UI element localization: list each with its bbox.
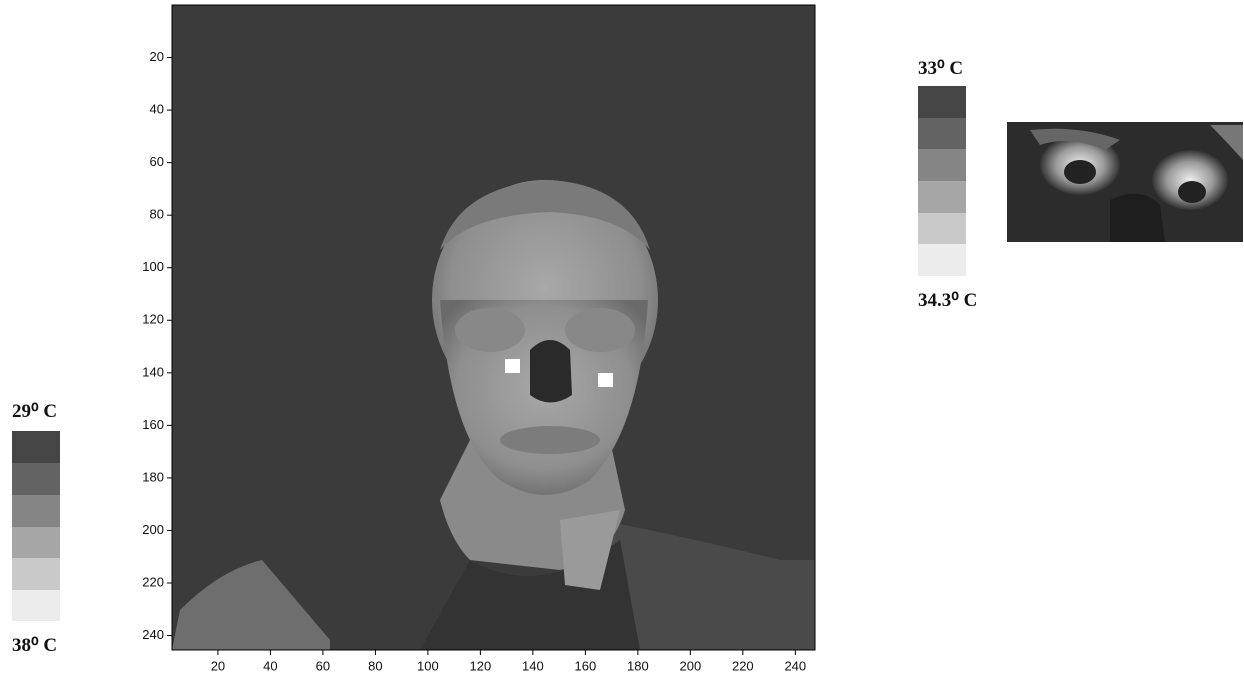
x-tick-label: 60 [316,658,330,673]
x-tick-label: 100 [417,658,439,673]
y-tick-label: 100 [142,259,164,274]
y-tick-label: 180 [142,469,164,484]
x-tick-label: 180 [627,658,649,673]
x-tick-label: 20 [211,658,225,673]
eye-region-image [1007,122,1243,242]
x-tick-label: 40 [263,658,277,673]
scale-bottom-label: 38⁰ C [12,635,57,656]
x-tick-label: 220 [732,658,754,673]
y-tick-label: 80 [150,207,164,222]
x-tick-label: 120 [470,658,492,673]
scale-top-label: 29⁰ C [12,401,57,422]
y-tick-label: 140 [142,364,164,379]
y-tick-label: 40 [150,102,164,117]
y-tick-label: 240 [142,627,164,642]
thermal-image [172,5,815,650]
y-tick-label: 200 [142,522,164,537]
x-tick-label: 200 [679,658,701,673]
y-tick-label: 20 [150,49,164,64]
scale-top-label: 33⁰ C [918,58,963,79]
x-tick-label: 140 [522,658,544,673]
x-tick-label: 80 [368,658,382,673]
y-tick-label: 160 [142,417,164,432]
x-tick-label: 160 [575,658,597,673]
x-tick-label: 240 [784,658,806,673]
color-scale [918,86,966,276]
scale-bottom-label: 34.3⁰ C [918,290,977,311]
y-tick-label: 60 [150,154,164,169]
color-scale [12,431,60,621]
y-tick-label: 120 [142,312,164,327]
y-tick-label: 220 [142,574,164,589]
figure: 20 40 60 80 100 120 140 160 180 200 220 240 20 40 60 80… [0,0,1244,684]
